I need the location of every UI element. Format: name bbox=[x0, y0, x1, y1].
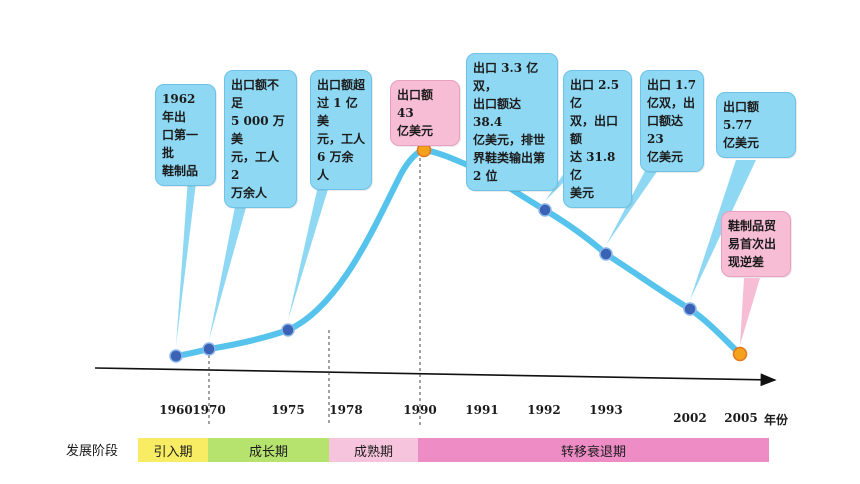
data-point bbox=[281, 323, 295, 337]
callout-pointer bbox=[606, 150, 672, 245]
year-label: 1990 bbox=[403, 403, 437, 417]
year-label: 1975 bbox=[271, 403, 305, 417]
stage-decline: 转移衰退期 bbox=[418, 438, 769, 462]
axis-unit-label: 年份 bbox=[764, 413, 789, 427]
year-label: 1991 bbox=[465, 403, 499, 417]
time-axis bbox=[94, 367, 777, 387]
data-point bbox=[202, 342, 216, 356]
stage-maturity: 成熟期 bbox=[329, 438, 418, 462]
data-point bbox=[538, 203, 552, 217]
data-point bbox=[169, 349, 183, 363]
year-label: 2002 bbox=[673, 411, 707, 425]
callout-2002: 出口额 5.77 亿美元 bbox=[716, 92, 796, 158]
trend-curve bbox=[173, 146, 743, 359]
year-label: 1960 bbox=[159, 403, 193, 417]
callout-1962: 1962 年出 口第一批 鞋制品 bbox=[155, 84, 216, 186]
data-point bbox=[683, 302, 697, 316]
callout-pointer bbox=[176, 150, 200, 346]
callout-1990: 出口额 43 亿美元 bbox=[390, 80, 460, 146]
year-label: 1978 bbox=[329, 403, 363, 417]
callout-1970: 出口额不足 5 000 万美 元，工人 2 万余人 bbox=[224, 70, 297, 208]
year-label: 1992 bbox=[527, 403, 561, 417]
year-label: 1970 bbox=[192, 403, 226, 417]
stage-growth: 成长期 bbox=[208, 438, 329, 462]
callout-1993: 出口 1.7 亿双，出 口额达 23 亿美元 bbox=[640, 70, 704, 172]
callout-2005: 鞋制品贸 易首次出 现逆差 bbox=[721, 211, 791, 277]
year-label: 1993 bbox=[589, 403, 623, 417]
callout-pointer bbox=[288, 150, 340, 320]
stage-intro: 引入期 bbox=[138, 438, 208, 462]
callout-1992: 出口 2.5 亿 双，出口额 达 31.8 亿 美元 bbox=[563, 70, 632, 208]
callout-pointer bbox=[740, 278, 760, 345]
stage-dividers bbox=[208, 152, 421, 426]
data-point bbox=[599, 247, 613, 261]
stage-title: 发展阶段 bbox=[66, 444, 119, 459]
callout-1975: 出口额超 过 1 亿美 元，工人 6 万余人 bbox=[310, 70, 372, 190]
callout-1991: 出口 3.3 亿双， 出口额达 38.4 亿美元，排世 界鞋类输出第 2 位 bbox=[466, 53, 558, 191]
year-label: 2005 bbox=[724, 411, 758, 425]
highlight-point bbox=[732, 346, 748, 362]
